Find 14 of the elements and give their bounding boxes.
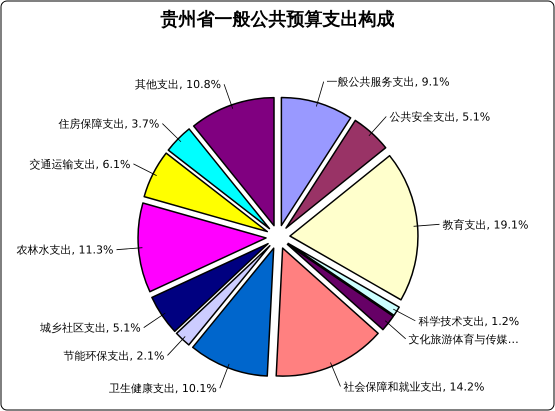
slice-label: 节能环保支出, 2.1% (64, 349, 164, 362)
chart-title: 贵州省一般公共预算支出构成 (160, 9, 394, 30)
slice-label: 一般公共服务支出, 9.1% (326, 76, 450, 89)
slice-label: 其他支出, 10.8% (135, 78, 222, 92)
slice-label: 城乡社区支出, 5.1% (38, 322, 141, 335)
slice-label: 社会保障和就业支出, 14.2% (343, 380, 484, 394)
slice-label: 教育支出, 19.1% (442, 218, 528, 232)
slice-label: 公共安全支出, 5.1% (389, 110, 490, 124)
slice-label: 农林水支出, 11.3% (16, 244, 114, 257)
slice-label: 文化旅游体育与传媒… (408, 332, 519, 346)
slice-label: 卫生健康支出, 10.1% (108, 382, 217, 396)
slice-label: 科学技术支出, 1.2% (418, 314, 520, 328)
slice-label: 交通运输支出, 6.1% (29, 158, 130, 171)
slice-label: 住房保障支出, 3.7% (58, 118, 160, 131)
